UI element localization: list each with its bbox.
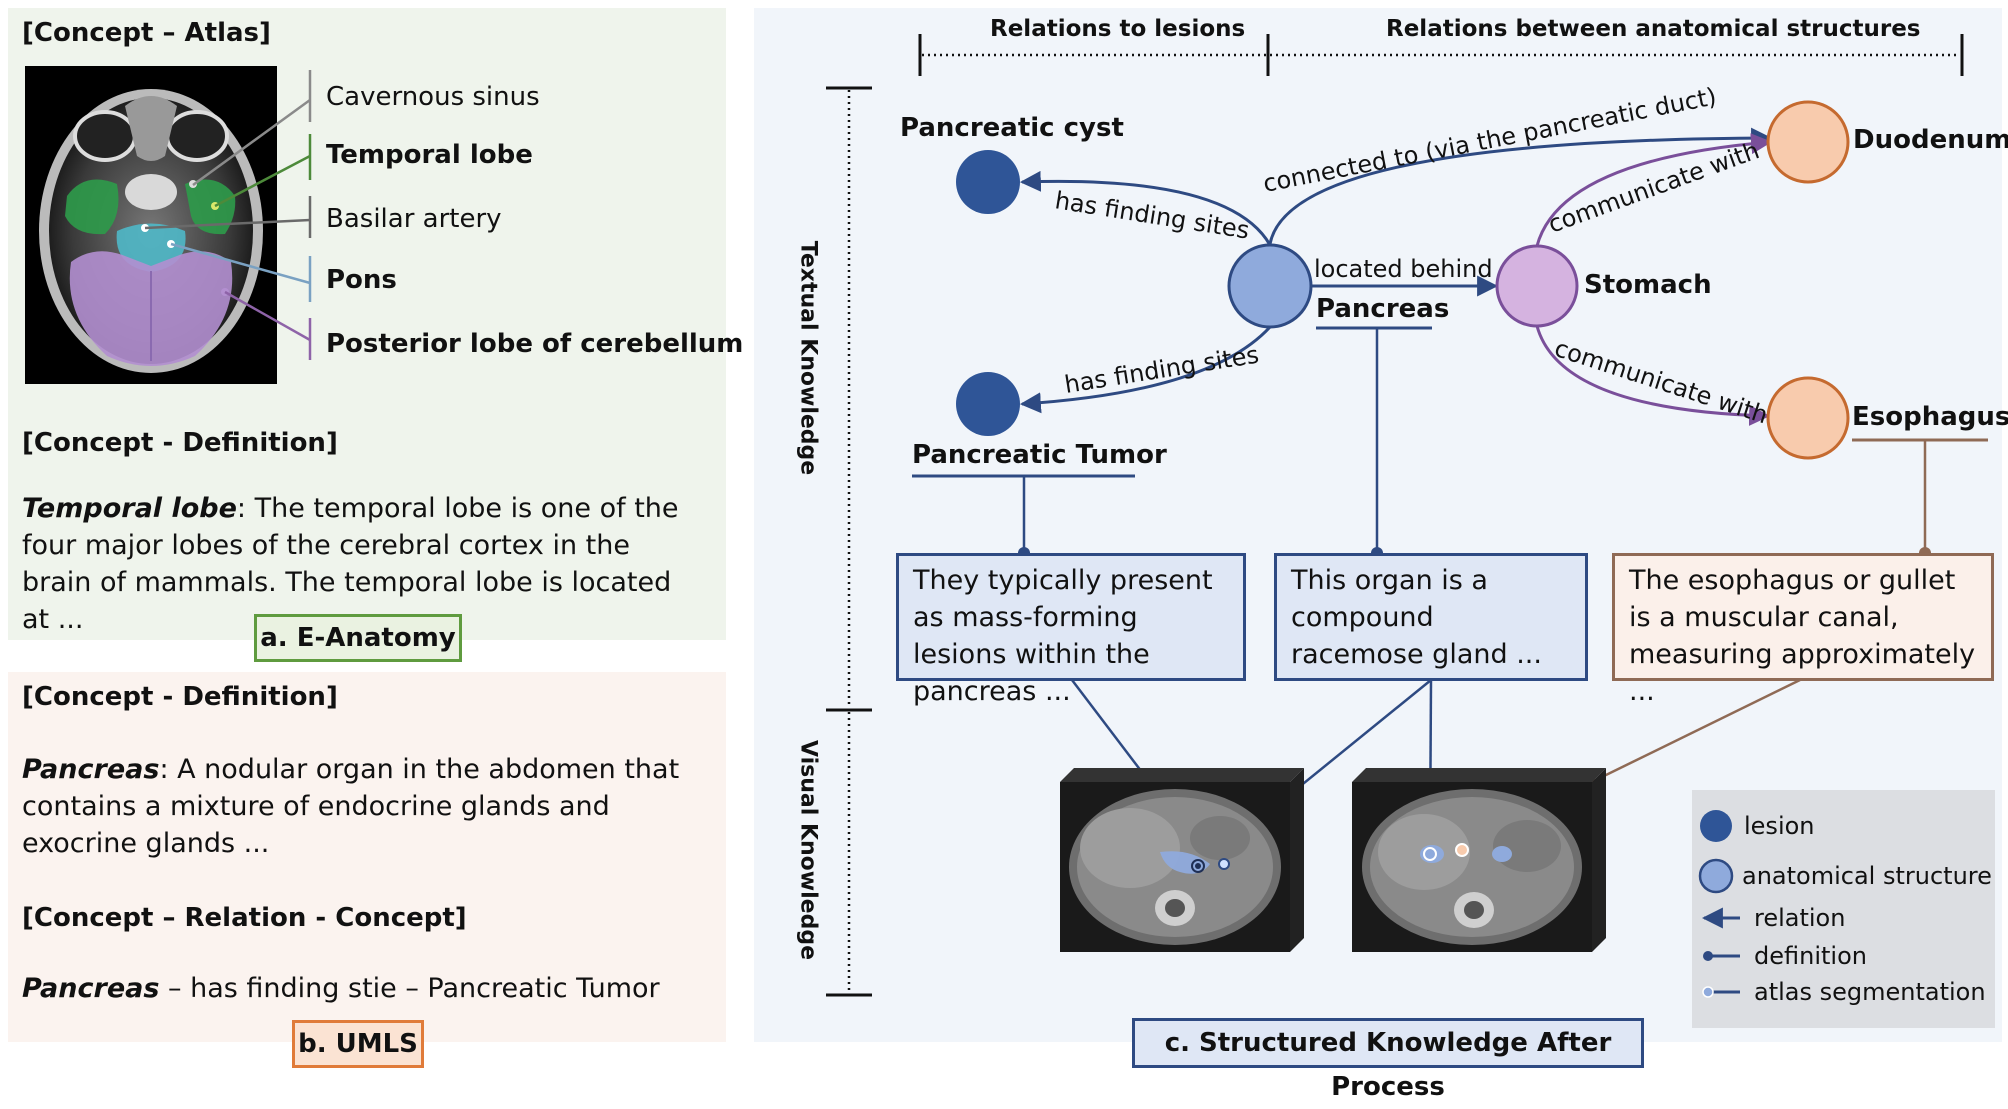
legend-label-anatomical-structure: anatomical structure (1742, 862, 1992, 890)
label-esophagus: Esophagus (1852, 402, 2008, 432)
tag-umls: b. UMLS (292, 1020, 424, 1068)
pancreas-definition: Pancreas: A nodular organ in the abdomen… (22, 751, 702, 862)
pancreas-relation: Pancreas – has finding stie – Pancreatic… (22, 973, 660, 1004)
legend-label-relation: relation (1754, 904, 1846, 932)
atlas-label-temporal-lobe: Temporal lobe (326, 140, 533, 170)
temporal-lobe-definition: Temporal lobe: The temporal lobe is one … (22, 490, 702, 638)
edge-label-has-finding-sites-cyst: has finding sites (1053, 186, 1251, 244)
temporal-lobe-term: Temporal lobe (22, 493, 237, 524)
atlas-leader-lines (144, 70, 312, 360)
definition-heading-a: [Concept - Definition] (22, 428, 338, 458)
legend: lesion anatomical structure relation def… (1692, 790, 1995, 1028)
brain-mri-image (25, 66, 277, 384)
pancreas-rel-term: Pancreas (22, 973, 160, 1004)
side-bracket (826, 86, 872, 997)
node-pancreatic-cyst (956, 150, 1020, 214)
header-relations-between-anatomical-structures: Relations between anatomical structures (1386, 16, 1921, 42)
definition-box-pancreas: This organ is a compound racemose gland … (1274, 553, 1588, 681)
edge-label-has-finding-sites-tumor: has finding sites (1063, 341, 1261, 399)
legend-label-atlas-segmentation: atlas segmentation (1754, 978, 1986, 1006)
node-pancreas (1227, 243, 1313, 329)
ct-slice-2 (1352, 768, 1606, 952)
pancreas-term: Pancreas (22, 754, 160, 785)
definition-box-tumor: They typically present as mass-forming l… (896, 553, 1246, 707)
tag-e-anatomy: a. E-Anatomy (254, 614, 462, 662)
atlas-heading: [Concept – Atlas] (22, 18, 271, 48)
label-pancreatic-cyst: Pancreatic cyst (900, 113, 1124, 143)
edge-label-located-behind: located behind (1314, 255, 1493, 283)
node-stomach (1495, 244, 1579, 328)
atlas-label-pons: Pons (326, 265, 397, 295)
edge-label-communicate-duodenum: communicate with (1544, 136, 1763, 238)
definition-heading-b: [Concept - Definition] (22, 682, 338, 712)
knowledge-graph: has finding sites has finding sites conn… (826, 34, 1988, 997)
pancreas-rel-text: – has finding stie – Pancreatic Tumor (159, 973, 660, 1004)
side-label-visual-knowledge: Visual Knowledge (795, 739, 821, 961)
atlas-label-posterior-lobe-of-cerebellum: Posterior lobe of cerebellum (326, 329, 744, 359)
edge-communicate-esophagus (1535, 325, 1771, 426)
edge-connected-to-duodenum (1268, 127, 1773, 245)
legend-atlas-dot (1702, 986, 1714, 998)
legend-label-lesion: lesion (1744, 812, 1815, 840)
node-esophagus (1766, 376, 1850, 460)
atlas-label-cavernous-sinus: Cavernous sinus (326, 82, 540, 112)
legend-definition-dot (1703, 951, 1713, 961)
edge-communicate-duodenum (1535, 133, 1773, 247)
atlas-label-basilar-artery: Basilar artery (326, 204, 502, 234)
label-duodenum: Duodenum (1853, 125, 2008, 155)
label-pancreas: Pancreas (1316, 294, 1450, 324)
legend-anatomy-icon (1698, 858, 1734, 894)
temporal-lobe-def-text: : The temporal lobe is one of the four m… (22, 493, 679, 635)
legend-label-definition: definition (1754, 942, 1867, 970)
pancreas-def-text: : A nodular organ in the abdomen that co… (22, 754, 680, 859)
definition-box-esophagus: The esophagus or gullet is a muscular ca… (1612, 553, 1994, 707)
relation-heading: [Concept – Relation - Concept] (22, 903, 467, 933)
node-duodenum (1766, 100, 1850, 184)
tag-structured-knowledge: c. Structured Knowledge After Process (1132, 1018, 1644, 1102)
side-label-textual-knowledge: Textual Knowledge (795, 240, 821, 476)
panel-umls (8, 672, 726, 1042)
edge-has-finding-sites-cyst (1019, 170, 1272, 246)
header-relations-to-lesions: Relations to lesions (990, 16, 1246, 42)
label-pancreatic-tumor: Pancreatic Tumor (912, 440, 1167, 470)
ct-slice-1 (1060, 768, 1304, 952)
legend-lesion-icon (1700, 810, 1732, 842)
edge-has-finding-sites-tumor (1019, 325, 1272, 414)
node-pancreatic-tumor (956, 372, 1020, 436)
header-bracket (918, 34, 1964, 76)
label-stomach: Stomach (1584, 270, 1712, 300)
